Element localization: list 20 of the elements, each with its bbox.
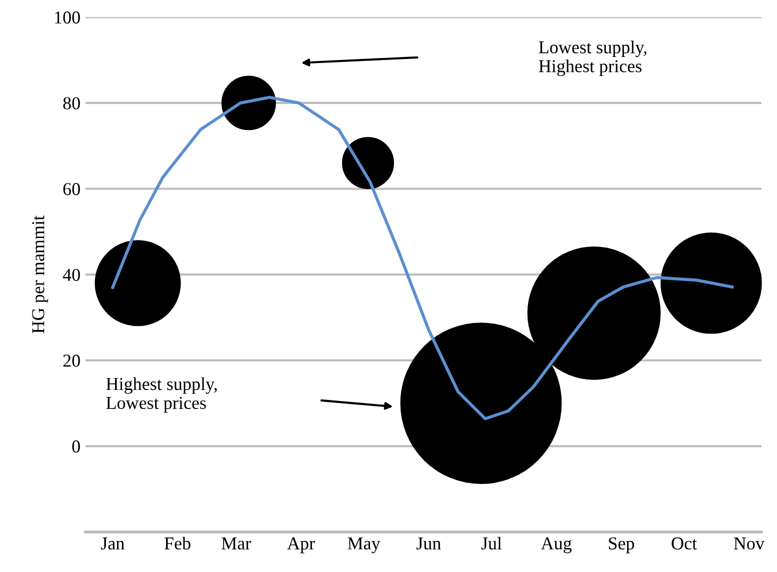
x-tick-label: Jan [101,538,124,550]
y-tick-label: 80 [63,97,80,110]
x-tick-label: Aug [540,537,572,554]
x-tick-label: Oct [672,537,697,550]
y-axis-title: HG per mammit [32,215,48,334]
annotation: Lowest supply, Highest prices [538,40,646,76]
x-tick-label: Jun [416,538,441,550]
y-tick-label: 60 [63,183,80,196]
y-tick-label: 20 [63,354,80,367]
y-tick-label: 100 [55,11,80,24]
y-tick-label: 40 [62,268,80,281]
x-tick-label: Sep [608,537,634,554]
x-tick-label: Mar [222,538,252,550]
x-tick-label: Nov [734,538,764,550]
x-tick-label: May [348,537,380,554]
y-tick-label: 0 [72,440,80,453]
x-tick-label: Apr [287,537,315,554]
x-tick-label: Jul [481,536,502,550]
annotation: Highest supply, Lowest prices [106,377,217,413]
x-tick-label: Feb [164,536,190,550]
